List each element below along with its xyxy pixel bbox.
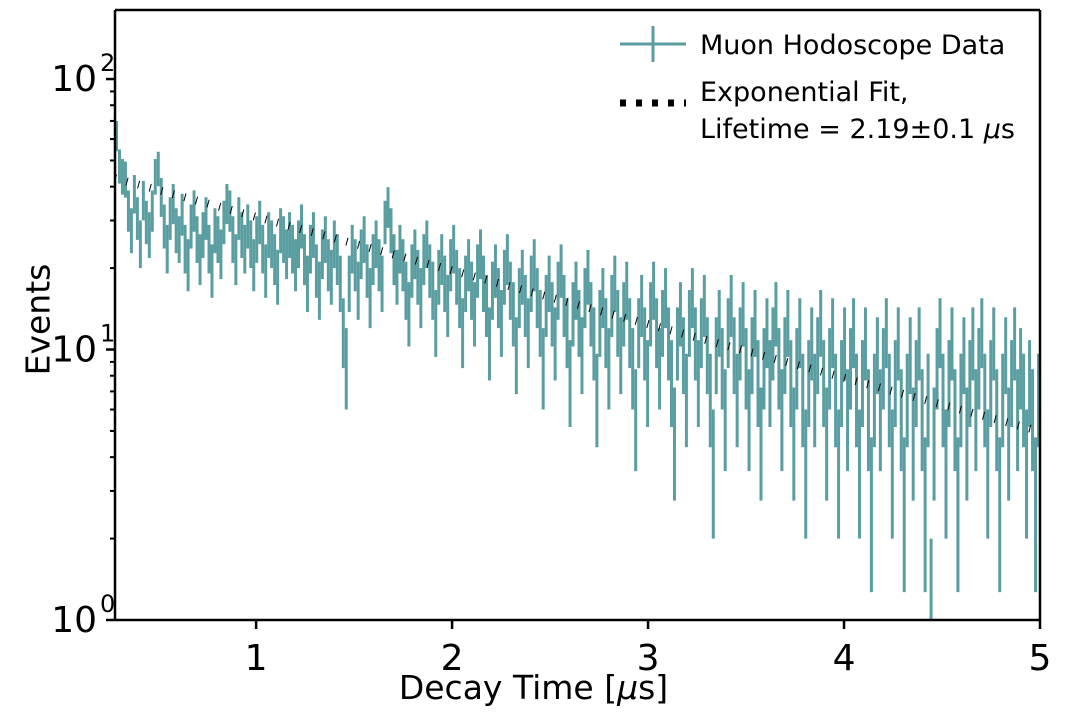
y-tick-label-mantissa: 10 xyxy=(51,59,97,100)
y-tick-label-mantissa: 10 xyxy=(51,330,97,371)
x-tick-label: 2 xyxy=(441,638,464,679)
x-tick-label: 1 xyxy=(245,638,268,679)
x-tick-label: 3 xyxy=(637,638,660,679)
y-axis-label: Events xyxy=(18,263,58,376)
axes-spines xyxy=(113,8,1042,622)
y-tick-label: 10 1 xyxy=(51,320,115,371)
x-axis-tick-labels: 1 2 3 4 5 xyxy=(245,638,1052,679)
legend-label-fit-line2: Lifetime = 2.19±0.1 μs xyxy=(700,114,1015,145)
y-tick-label-exponent: 0 xyxy=(100,590,115,618)
y-tick-label-exponent: 1 xyxy=(100,320,115,348)
y-tick-label: 10 2 xyxy=(51,49,115,100)
legend-label-data: Muon Hodoscope Data xyxy=(700,30,1005,61)
legend-entry-data: Muon Hodoscope Data xyxy=(620,26,1005,62)
data-series-errorbars xyxy=(114,121,1041,620)
y-tick-label: 10 0 xyxy=(51,590,115,641)
legend-label-fit-line1: Exponential Fit, xyxy=(700,77,909,108)
x-axis-label: Decay Time [μs] xyxy=(398,668,669,707)
legend: Muon Hodoscope Data Exponential Fit, Lif… xyxy=(620,26,1015,145)
y-axis-ticks xyxy=(106,77,115,622)
y-tick-label-exponent: 2 xyxy=(100,49,115,77)
legend-entry-fit: Exponential Fit, Lifetime = 2.19±0.1 μs xyxy=(620,77,1015,145)
x-tick-label: 5 xyxy=(1029,638,1052,679)
y-tick-label-mantissa: 10 xyxy=(51,600,97,641)
x-axis-ticks xyxy=(254,620,1042,629)
x-tick-label: 4 xyxy=(833,638,856,679)
